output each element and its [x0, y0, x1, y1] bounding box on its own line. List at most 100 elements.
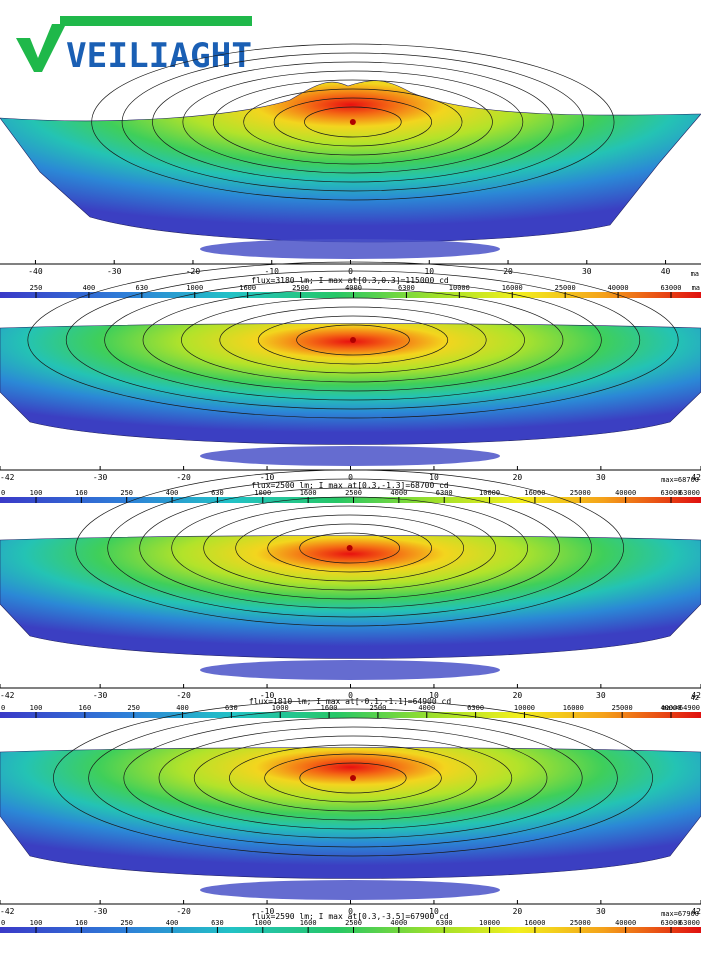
colorbar-edge-label: ma	[692, 284, 700, 292]
colorbar-edge-label: 0	[1, 489, 5, 497]
contour-line	[235, 514, 465, 582]
colorbar-tick-label: 2500	[292, 284, 309, 292]
x-tick-label: -20	[176, 907, 191, 916]
x-tick-label: 10	[429, 907, 439, 916]
x-tick-label: 42	[691, 473, 701, 482]
peak-marker	[350, 337, 357, 343]
colorbar-tick-label: 10000	[479, 489, 500, 497]
contour-line	[107, 478, 593, 618]
x-tick-label: 20	[513, 907, 523, 916]
colorbar-tick-label: 63000	[660, 284, 681, 292]
beam-spill-region	[200, 880, 500, 900]
colorbar-edge-label: 0	[1, 704, 5, 712]
contour-lines	[91, 43, 615, 201]
x-tick-label: 0	[348, 267, 353, 276]
colorbar-tick-label: 6300	[467, 704, 484, 712]
x-tick-label: 30	[596, 473, 606, 482]
flux-summary: flux=3180 lm; I max at[0.3,0.3]=115000 c…	[251, 276, 449, 285]
colorbar-tick-label: 1000	[254, 919, 271, 927]
contour-line	[257, 315, 449, 365]
x-tick-label: 40	[661, 267, 671, 276]
contour-line	[88, 708, 618, 848]
beam-intensity-field	[0, 323, 701, 445]
colorbar-tick-label: 100	[30, 489, 43, 497]
x-tick-label: 0	[348, 473, 353, 482]
colorbar-tick-label: 6300	[436, 919, 453, 927]
contour-lines	[53, 699, 653, 857]
x-tick-label: -30	[93, 473, 108, 482]
x-tick-label: -42	[0, 691, 15, 700]
x-tick-label: -10	[260, 691, 275, 700]
colorbar-tick-label: 630	[211, 919, 224, 927]
x-tick-label: -20	[176, 473, 191, 482]
contour-line	[171, 496, 529, 600]
colorbar-tick-label: 2500	[345, 489, 362, 497]
x-tick-label: 30	[582, 267, 592, 276]
contour-line	[243, 88, 463, 156]
contour-line	[65, 270, 641, 410]
contour-line	[229, 744, 477, 812]
colorbar-tick-label: 25000	[612, 704, 633, 712]
colorbar-tick-label: 40000	[615, 489, 636, 497]
x-tick-label: -10	[260, 473, 275, 482]
colorbar-edge-label: 0	[1, 919, 5, 927]
colorbar-tick-label: 10000	[479, 919, 500, 927]
contour-line	[264, 753, 442, 803]
contour-line	[212, 79, 493, 165]
contour-line	[158, 726, 548, 830]
contour-line	[299, 532, 401, 564]
colorbar-tick-label: 4000	[345, 284, 362, 292]
contour-line	[152, 61, 554, 183]
colorbar	[0, 927, 701, 933]
brand-name: VEILIAGHT	[66, 36, 252, 76]
beam-spill-region	[200, 446, 500, 466]
colorbar-edge-label: max=64900	[662, 704, 700, 712]
axis-edge-label: max=68700	[661, 476, 699, 484]
colorbar	[0, 497, 701, 503]
colorbar-tick-label: 2500	[369, 704, 386, 712]
peak-marker	[350, 775, 357, 781]
x-tick-label: 10	[429, 473, 439, 482]
x-tick-label: -20	[186, 267, 201, 276]
colorbar-tick-label: 25000	[555, 284, 576, 292]
x-tick-label: 42	[691, 907, 701, 916]
colorbar-tick-label: 630	[211, 489, 224, 497]
colorbar-tick-label: 160	[75, 489, 88, 497]
contour-line	[121, 52, 585, 192]
x-tick-label: -30	[107, 267, 122, 276]
colorbar-tick-label: 25000	[570, 919, 591, 927]
colorbar-tick-label: 250	[30, 284, 43, 292]
beam-intensity-field	[0, 747, 701, 879]
colorbar-edge-label: 63000	[679, 489, 700, 497]
contour-line	[181, 297, 525, 383]
x-tick-label: -10	[265, 267, 280, 276]
contour-line	[203, 505, 497, 591]
colorbar-tick-label: 1600	[239, 284, 256, 292]
beam-spill-region	[200, 660, 500, 680]
colorbar-tick-label: 40000	[615, 919, 636, 927]
colorbar-tick-label: 1600	[300, 489, 317, 497]
colorbar-tick-label: 40000	[660, 704, 681, 712]
colorbar-tick-label: 16000	[524, 489, 545, 497]
contour-lines	[27, 261, 679, 419]
contour-line	[142, 288, 564, 392]
colorbar-tick-label: 10000	[514, 704, 535, 712]
contour-line	[53, 699, 653, 857]
contour-line	[139, 487, 561, 609]
colorbar-tick-label: 4000	[390, 919, 407, 927]
contour-line	[267, 523, 433, 573]
contour-lines	[75, 469, 625, 627]
colorbar-tick-label: 1000	[272, 704, 289, 712]
logo-check-mark	[16, 24, 66, 72]
x-tick-label: 0	[348, 691, 353, 700]
colorbar-tick-label: 63000	[660, 919, 681, 927]
contour-line	[304, 106, 402, 138]
axis-edge-label: max=67900	[661, 910, 699, 918]
contour-line	[299, 762, 407, 794]
colorbar-edge-label: 63000	[679, 919, 700, 927]
colorbar-tick-label: 250	[120, 489, 133, 497]
x-tick-label: 0	[348, 907, 353, 916]
